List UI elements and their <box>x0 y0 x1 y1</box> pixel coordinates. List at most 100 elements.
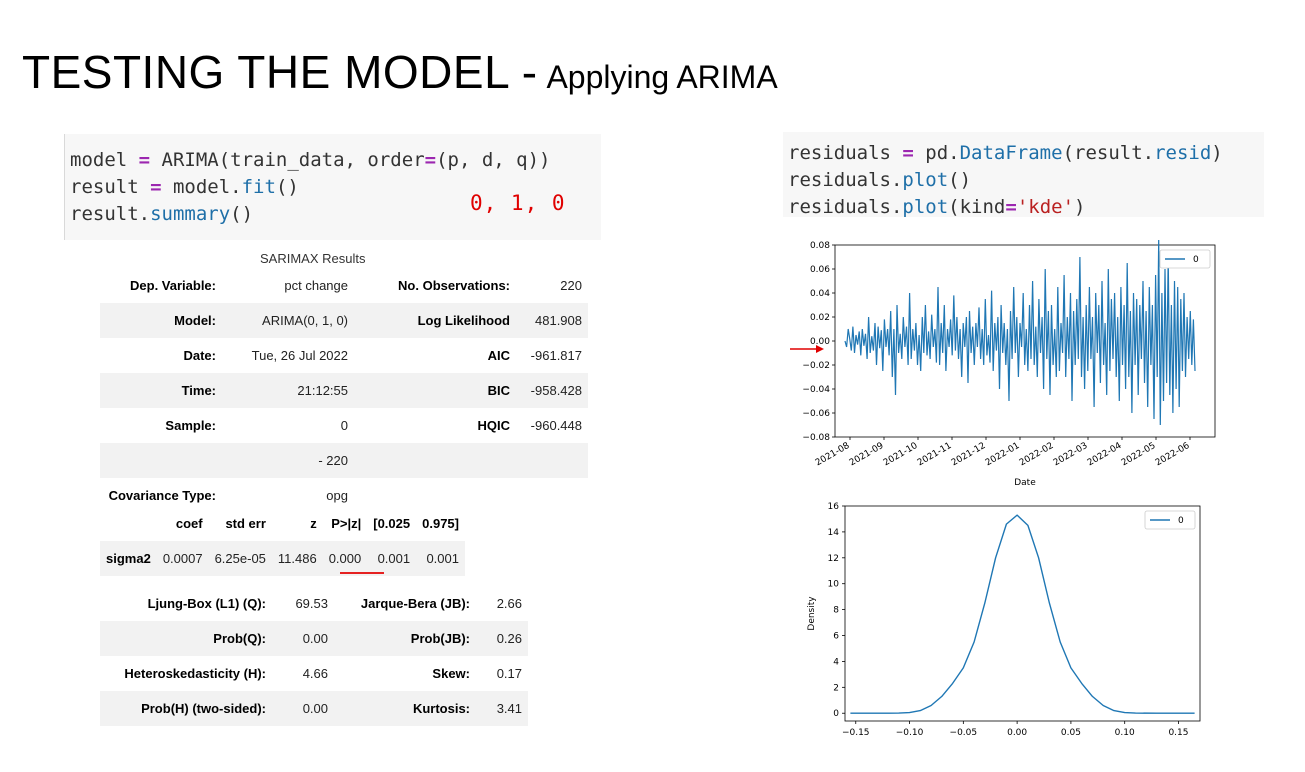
code-line: model = ARIMA(train_data, order=(p, d, q… <box>70 149 551 171</box>
x-tick-label: 2022-02 <box>1018 441 1056 468</box>
summary-value: 220 <box>560 278 582 293</box>
summary-label: Sample: <box>165 418 216 433</box>
summary-label <box>100 443 222 478</box>
coef-table: coef std err z P>|z| [0.025 0.975] sigma2 0.00… <box>100 506 465 576</box>
summary-value: pct change <box>284 278 348 293</box>
summary-row: Date: Tue, 26 Jul 2022 AIC -961.817 <box>100 338 588 373</box>
test-row: Prob(H) (two-sided): 0.00 Kurtosis: 3.41 <box>100 691 528 726</box>
coef-value: 0.0007 <box>156 541 209 576</box>
y-tick-label: 0.00 <box>810 337 830 347</box>
test-label: Kurtosis: <box>334 691 476 726</box>
summary-label: Date: <box>183 348 216 363</box>
legend-label: 0 <box>1178 516 1184 526</box>
x-tick-label: 0.15 <box>1168 728 1188 738</box>
summary-label: AIC <box>487 348 510 363</box>
y-tick-label: 0.06 <box>810 265 830 275</box>
title-main: TESTING THE MODEL - <box>22 46 538 98</box>
code-line: residuals = pd.DataFrame(result.resid) <box>788 142 1223 164</box>
test-label: Skew: <box>432 666 470 681</box>
test-label: Heteroskedasticity (H): <box>124 666 266 681</box>
x-tick-label: 0.05 <box>1061 728 1081 738</box>
y-tick-label: 0.02 <box>810 313 830 323</box>
coef-value: 11.486 <box>271 541 323 576</box>
title-subtitle: Applying ARIMA <box>546 59 778 95</box>
coef-value: 0.001 <box>416 541 465 576</box>
summary-value: Tue, 26 Jul 2022 <box>251 348 348 363</box>
summary-row: - 220 <box>100 443 588 478</box>
summary-value: ARIMA(0, 1, 0) <box>222 303 354 338</box>
test-label: Jarque-Bera (JB): <box>360 596 470 611</box>
y-tick-label: 0.04 <box>810 289 830 299</box>
coef-header-cell: coef <box>175 516 203 531</box>
residuals-line-chart: 0.08 0.06 0.04 0.02 0.00 −0.02 −0.04 −0.06 −0.08… <box>802 240 1216 488</box>
test-row: Ljung-Box (L1) (Q): 69.53 Jarque-Bera (JB)… <box>100 586 528 621</box>
y-tick-label: 2 <box>833 683 839 693</box>
x-tick-label: −0.05 <box>950 728 978 738</box>
page-title: TESTING THE MODEL - Applying ARIMA <box>22 45 778 99</box>
x-tick-label: 2021-09 <box>848 441 886 469</box>
legend-label: 0 <box>1193 255 1199 265</box>
coef-header-cell: z <box>310 516 317 531</box>
summary-value: -958.428 <box>516 373 588 408</box>
x-tick-label: 2022-03 <box>1052 441 1090 468</box>
summary-value: 0 <box>340 418 348 433</box>
order-annotation: 0, 1, 0 <box>470 191 566 215</box>
code-cell-arima[interactable]: model = ARIMA(train_data, order=(p, d, q… <box>64 134 601 240</box>
coef-value: 6.25e-05 <box>208 541 272 576</box>
x-axis-label: Date <box>1014 478 1036 488</box>
x-tick-label: −0.15 <box>842 728 870 738</box>
y-tick-label: 6 <box>833 632 839 642</box>
summary-label: HQIC <box>477 418 511 433</box>
y-tick-label: −0.08 <box>802 433 830 443</box>
x-tick-label: 2022-05 <box>1120 441 1158 468</box>
x-tick-label: 0.10 <box>1115 728 1135 738</box>
y-tick-label: 14 <box>828 528 840 538</box>
summary-caption: SARIMAX Results <box>260 251 366 266</box>
density-curve <box>850 514 1195 714</box>
p-value-underline <box>340 572 384 574</box>
summary-table: Dep. Variable: pct change No. Observations… <box>100 268 588 513</box>
coef-header-cell: 0.975] <box>422 516 459 531</box>
summary-value: 481.908 <box>516 303 588 338</box>
summary-row: Covariance Type: opg <box>100 478 588 513</box>
summary-label <box>354 443 516 478</box>
x-tick-label: 2022-06 <box>1154 441 1192 469</box>
summary-value: -961.817 <box>530 348 582 363</box>
plot-frame <box>844 505 1201 722</box>
y-tick-label: 10 <box>828 580 840 590</box>
x-tick-label: 0.00 <box>1007 728 1027 738</box>
summary-label: Covariance Type: <box>108 488 216 503</box>
coef-row: sigma2 0.0007 6.25e-05 11.486 0.000 0.001 0.00… <box>100 541 465 576</box>
code-cell-residuals[interactable]: residuals = pd.DataFrame(result.resid) re… <box>783 132 1264 218</box>
test-label: Ljung-Box (L1) (Q): <box>147 596 266 611</box>
summary-row: Dep. Variable: pct change No. Observations… <box>100 268 588 303</box>
summary-value: 21:12:55 <box>222 373 354 408</box>
coef-param-label: sigma2 <box>100 541 157 576</box>
test-value: 2.66 <box>496 596 522 611</box>
y-tick-label: −0.06 <box>802 409 830 419</box>
test-value: 69.53 <box>295 596 328 611</box>
summary-label: Log Likelihood <box>354 303 516 338</box>
summary-value: opg <box>326 488 348 503</box>
y-tick-label: 0.08 <box>810 241 830 251</box>
coef-header-cell: [0.025 <box>373 516 411 531</box>
summary-label: Time: <box>100 373 222 408</box>
coef-value: 0.000 <box>322 541 368 576</box>
test-value: 0.17 <box>496 666 522 681</box>
code-line: residuals.plot() <box>788 169 972 191</box>
x-tick-label: 2022-04 <box>1086 441 1124 469</box>
x-tick-label: 2021-10 <box>882 441 920 469</box>
tests-table: Ljung-Box (L1) (Q): 69.53 Jarque-Bera (JB)… <box>100 586 528 726</box>
summary-label: No. Observations: <box>398 278 510 293</box>
test-row: Heteroskedasticity (H): 4.66 Skew: 0.17 <box>100 656 528 691</box>
y-tick-label: 8 <box>833 606 839 616</box>
y-tick-label: 16 <box>828 502 840 512</box>
coef-header-cell <box>100 506 157 541</box>
coef-header-cell: P>|z| <box>331 516 362 531</box>
summary-value: -960.448 <box>530 418 582 433</box>
coef-value: 0.001 <box>367 541 417 576</box>
red-arrow-icon <box>790 345 824 353</box>
test-value: 0.00 <box>272 691 334 726</box>
y-tick-label: −0.04 <box>802 385 830 395</box>
series-line <box>844 240 1196 426</box>
